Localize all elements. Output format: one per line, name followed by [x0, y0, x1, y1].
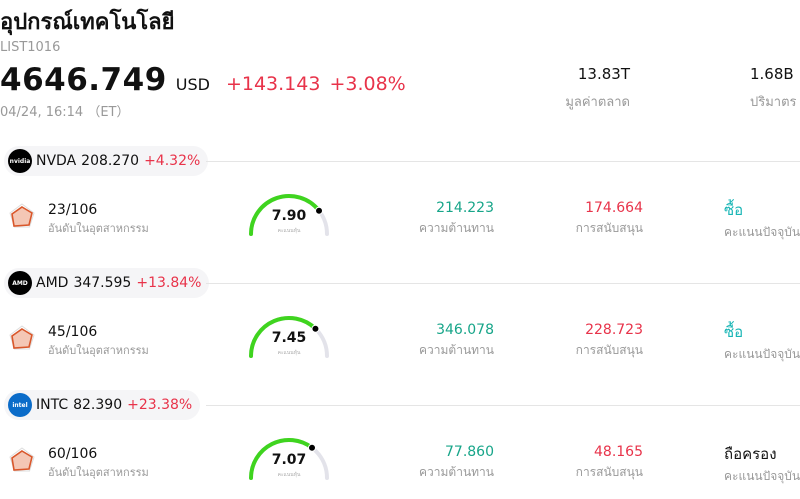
stock-chip-intc[interactable]: intel INTC 82.390 +23.38% [4, 390, 201, 420]
resistance-value: 214.223 [436, 200, 494, 216]
stock-score-value: 7.07 [271, 452, 307, 468]
resistance-label: ความต้านทาน [419, 221, 494, 235]
market-cap-stat: 13.83T มูลค่าตลาด [565, 65, 630, 112]
industry-rank-label: อันดับในอุตสาหกรรม [48, 344, 149, 357]
index-code: LIST1016 [0, 40, 61, 55]
price-change: +143.143 [225, 73, 321, 95]
nvda-logo-icon: nvidia [8, 149, 32, 173]
volume-label: ปริมาตร [750, 95, 797, 110]
stock-chip-nvda[interactable]: nvidia NVDA 208.270 +4.32% [4, 146, 209, 176]
resistance-value: 346.078 [436, 322, 494, 338]
score-gauge [249, 438, 329, 480]
stock-score-label: คะแนนหุ้น [277, 472, 301, 478]
radar-rank-icon [9, 203, 35, 228]
stock-change-pct: +23.38% [127, 397, 193, 413]
stock-ticker: NVDA [36, 153, 77, 169]
stock-price: 347.595 [73, 275, 132, 291]
index-price: 4646.749 [0, 62, 167, 98]
stock-change-pct: +13.84% [136, 275, 202, 291]
score-gauge [249, 316, 329, 358]
timestamp: 04/24, 16:14 （ET） [0, 105, 130, 120]
radar-rank-icon [9, 447, 35, 472]
currency-label: USD [175, 75, 210, 94]
rating-label: คะแนนปัจจุบัน [724, 225, 800, 239]
price-row: 4646.749 USD +143.143 +3.08% [0, 62, 406, 98]
industry-rank-value: 60/106 [48, 446, 98, 462]
stock-score-label: คะแนนหุ้น [277, 350, 301, 356]
price-change-pct: +3.08% [329, 73, 406, 95]
resistance-label: ความต้านทาน [419, 343, 494, 357]
stock-price: 208.270 [81, 153, 140, 169]
resistance-label: ความต้านทาน [419, 465, 494, 479]
stock-change-pct: +4.32% [144, 153, 201, 169]
resistance-value: 77.860 [445, 444, 494, 460]
industry-rank-value: 23/106 [48, 202, 98, 218]
stock-ticker: AMD [36, 275, 69, 291]
industry-rank-value: 45/106 [48, 324, 98, 340]
support-value: 174.664 [585, 200, 643, 216]
rating-value[interactable]: ถือครอง [724, 445, 777, 463]
support-value: 48.165 [594, 444, 643, 460]
amd-logo-icon: AMD [8, 271, 32, 295]
rating-value[interactable]: ซื้อ [724, 201, 744, 219]
stock-price: 82.390 [73, 397, 123, 413]
intc-logo-icon: intel [8, 393, 32, 417]
support-label: การสนับสนุน [575, 221, 643, 235]
support-label: การสนับสนุน [575, 343, 643, 357]
industry-rank-label: อันดับในอุตสาหกรรม [48, 466, 149, 479]
section-divider [206, 283, 800, 284]
stock-score-label: คะแนนหุ้น [277, 228, 301, 234]
market-cap-value: 13.83T [577, 65, 630, 83]
support-label: การสนับสนุน [575, 465, 643, 479]
page-title: อุปกรณ์เทคโนโลยี [0, 10, 175, 35]
rating-label: คะแนนปัจจุบัน [724, 347, 800, 361]
section-divider [206, 161, 800, 162]
section-divider [206, 405, 800, 406]
stock-score-value: 7.90 [271, 208, 307, 224]
score-gauge [249, 194, 329, 236]
support-value: 228.723 [585, 322, 643, 338]
industry-rank-label: อันดับในอุตสาหกรรม [48, 222, 149, 235]
market-cap-label: มูลค่าตลาด [565, 95, 630, 110]
rating-label: คะแนนปัจจุบัน [724, 469, 800, 483]
volume-stat: 1.68B ปริมาตร [750, 65, 797, 112]
volume-value: 1.68B [750, 65, 794, 83]
stock-chip-amd[interactable]: AMD AMD 347.595 +13.84% [4, 268, 210, 298]
radar-rank-icon [9, 325, 35, 350]
stock-score-value: 7.45 [271, 330, 307, 346]
stock-ticker: INTC [36, 397, 69, 413]
rating-value[interactable]: ซื้อ [724, 323, 744, 341]
